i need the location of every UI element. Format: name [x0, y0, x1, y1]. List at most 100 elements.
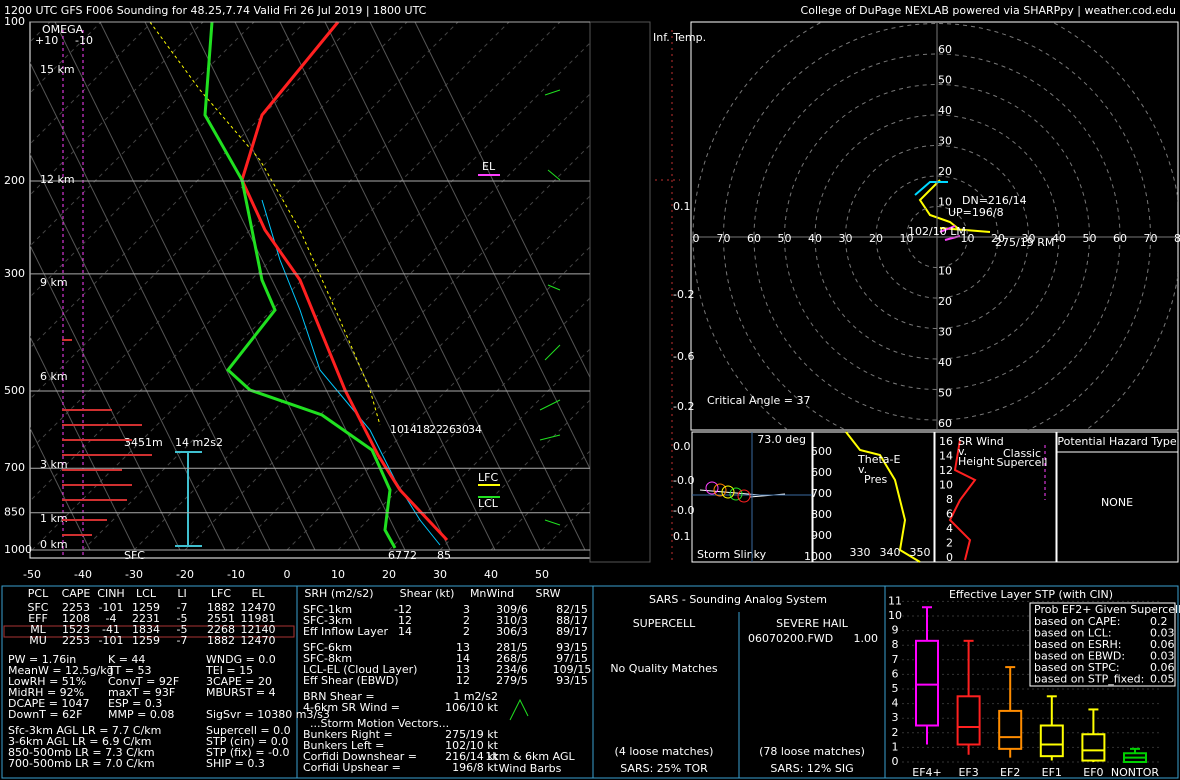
credit: College of DuPage NEXLAB powered via SHA… [801, 4, 1176, 17]
label: SEVERE HAIL [776, 617, 849, 630]
label: EL [482, 160, 496, 173]
label: 11981 [241, 612, 276, 625]
label: 1259 [132, 634, 160, 647]
label: SUPERCELL [633, 617, 696, 630]
label: SFC-3km [303, 614, 352, 627]
ring-label: 10 [900, 232, 914, 245]
label: 0.03 [1150, 627, 1175, 640]
label: Sfc-3km AGL LR = 7.7 C/km [8, 724, 161, 737]
ring-label: 30 [1022, 232, 1036, 245]
label: 1208 [62, 612, 90, 625]
label: 279/5 [496, 674, 528, 687]
label: 850-500mb LR = 7.3 C/km [8, 746, 155, 759]
speed-label: 30 [455, 423, 469, 436]
label: LFC [211, 587, 231, 600]
label: 97/15 [556, 652, 588, 665]
label: 12470 [241, 634, 276, 647]
label: OMEGA [42, 23, 84, 36]
label: 13 [456, 663, 470, 676]
stp-tick: 8 [892, 638, 899, 651]
speed-label: 34 [468, 423, 482, 436]
ring-label: 10 [961, 232, 975, 245]
label: 1259 [132, 601, 160, 614]
label: Effective Layer STP (with CIN) [949, 588, 1113, 601]
thetae-tick: 340 [880, 546, 901, 559]
label: 12470 [241, 601, 276, 614]
ring-label: 60 [747, 232, 761, 245]
isotherm [30, 22, 255, 247]
label: 2253 [62, 601, 90, 614]
dry-adiabat [414, 22, 590, 379]
ring-label: 20 [869, 232, 883, 245]
label: -41 [102, 623, 120, 636]
label: PW = 1.76in [8, 653, 76, 666]
label: 310/3 [496, 614, 528, 627]
label: DCAPE = 1047 [8, 697, 89, 710]
label: LI [177, 587, 186, 600]
box [1039, 724, 1064, 758]
label: v. [958, 445, 967, 458]
label: Supercell = 0.0 [206, 724, 291, 737]
isotherm [593, 22, 1121, 550]
pressure-label: 500 [4, 384, 25, 397]
height-label: 6 km [40, 370, 68, 383]
stp-category: EF4+ [912, 766, 942, 779]
label: TT = 53 [107, 664, 151, 677]
skewt-background [30, 22, 1121, 551]
ring-label: 40 [938, 356, 952, 369]
label: MU [29, 634, 47, 647]
label: Eff Shear (EBWD) [303, 674, 399, 687]
stp-tick: 4 [892, 697, 899, 710]
label: SigSvr = 10380 m3/s3 [206, 708, 330, 721]
stp-tick: 10 [888, 609, 902, 622]
pressure-label: 200 [4, 174, 25, 187]
label: MeanW = 12.5g/kg [8, 664, 114, 677]
stp-category: EF3 [958, 766, 978, 779]
label: 268/5 [496, 652, 528, 665]
label: MnWind [470, 587, 514, 600]
label: ConvT = 92F [108, 675, 179, 688]
label: Theta-E [857, 453, 900, 466]
srw-tick: 6 [946, 508, 953, 521]
pressure-label: 850 [4, 506, 25, 519]
ring-label: 60 [938, 43, 952, 56]
label: No Quality Matches [610, 662, 718, 675]
label: 234/6 [496, 663, 528, 676]
label: 106/10 kt [445, 701, 499, 714]
temp-label: 20 [382, 568, 396, 581]
inf-temp-value: -0.2 [673, 400, 694, 413]
dry-adiabat [369, 22, 590, 470]
dynamic-content: 1200 UTC GFS F006 Sounding for 48.25,7.7… [4, 4, 1180, 779]
stp-tick: 3 [892, 711, 899, 724]
inf-temp-value: -0.0 [673, 504, 694, 517]
isotherm [541, 501, 590, 551]
label: 281/5 [496, 641, 528, 654]
label: Corfidi Downshear = [303, 750, 417, 763]
slinky-ring [721, 485, 735, 499]
label: DN=216/14 [962, 194, 1027, 207]
label: -101 [99, 601, 124, 614]
ring-label: 10 [938, 196, 952, 209]
label: UP=196/8 [948, 206, 1004, 219]
label: 1.00 [854, 632, 879, 645]
label: LCL [136, 587, 157, 600]
dry-adiabat [30, 152, 226, 551]
label: 0.03 [1150, 650, 1175, 663]
ring-label: 50 [938, 74, 952, 87]
label: Pres [864, 473, 887, 486]
profiles [62, 21, 1046, 721]
label: v. [858, 463, 867, 476]
isotherm [337, 297, 590, 551]
label: Corfidi Upshear = [303, 761, 401, 774]
label: SARS - Sounding Analog System [649, 593, 827, 606]
label: SHIP = 0.3 [206, 757, 265, 770]
label: 12 [456, 674, 470, 687]
srw-tick: 0 [946, 551, 953, 564]
dry-adiabat [279, 22, 541, 551]
dry-adiabat [189, 22, 451, 551]
dry-adiabat [30, 244, 181, 551]
label: 1km & 6km AGL [485, 750, 575, 763]
height-label: 1 km [40, 512, 68, 525]
label: 89/17 [556, 625, 588, 638]
dry-adiabat [99, 22, 361, 551]
